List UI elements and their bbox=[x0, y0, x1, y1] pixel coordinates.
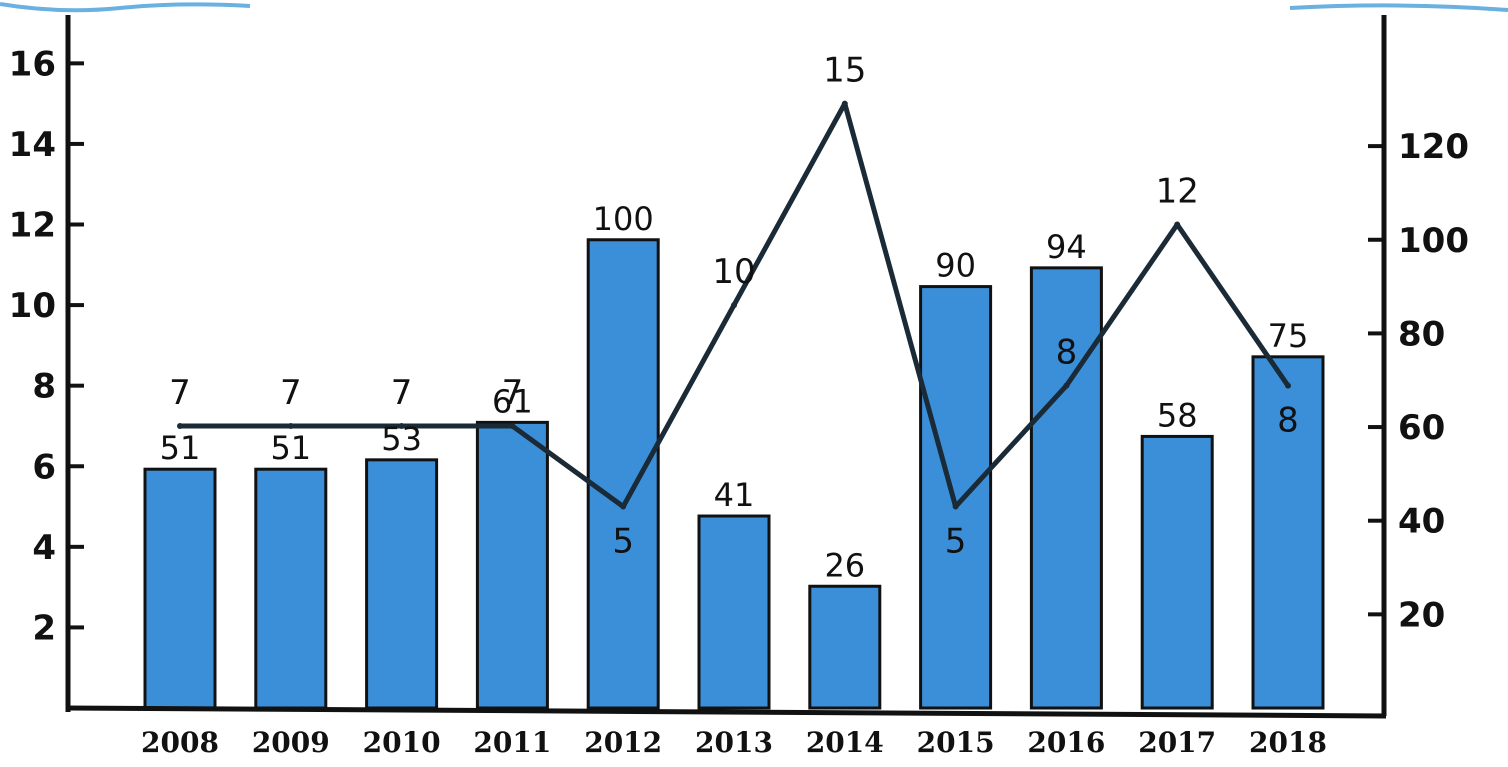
left-tick-label: 2 bbox=[32, 608, 56, 648]
x-axis bbox=[65, 705, 1387, 719]
bar-2010 bbox=[365, 458, 439, 710]
left-tick-label: 10 bbox=[9, 286, 56, 326]
x-tick-label: 2017 bbox=[1138, 726, 1216, 759]
line-value-label: 8 bbox=[1277, 401, 1299, 441]
bar-2016 bbox=[1029, 266, 1103, 710]
line-point-2015 bbox=[952, 503, 959, 510]
line-value-label: 7 bbox=[391, 373, 413, 413]
line-value-label: 10 bbox=[712, 252, 755, 292]
line-point-2012 bbox=[620, 503, 627, 510]
bar-2017 bbox=[1140, 434, 1214, 710]
bar-value-label: 53 bbox=[381, 420, 422, 458]
bar-2013 bbox=[697, 514, 771, 710]
line-point-2017 bbox=[1174, 221, 1181, 228]
bar-2009 bbox=[254, 467, 328, 710]
top-right-scribble bbox=[1289, 3, 1508, 12]
left-tick-label: 14 bbox=[9, 125, 56, 165]
left-tick-label: 4 bbox=[32, 528, 56, 568]
bar-value-label: 41 bbox=[714, 476, 755, 514]
bar-value-label: 51 bbox=[270, 429, 311, 467]
top-left-scribble bbox=[0, 2, 251, 13]
right-tick-label: 20 bbox=[1398, 595, 1445, 635]
line-value-label: 5 bbox=[945, 522, 967, 562]
right-tick-label: 60 bbox=[1398, 408, 1445, 448]
line-point-2010 bbox=[398, 422, 405, 429]
x-tick-label: 2018 bbox=[1249, 726, 1327, 759]
bar-value-label: 100 bbox=[593, 200, 654, 238]
line-point-2009 bbox=[287, 422, 294, 429]
left-tick-label: 16 bbox=[9, 44, 56, 84]
line-value-label: 7 bbox=[502, 373, 524, 413]
x-tick-label: 2009 bbox=[252, 726, 330, 759]
line-value-label: 5 bbox=[612, 522, 634, 562]
line-point-2018 bbox=[1285, 382, 1291, 389]
right-tick-label: 100 bbox=[1398, 221, 1469, 261]
bar-value-label: 58 bbox=[1157, 396, 1198, 434]
x-tick-label: 2015 bbox=[917, 726, 995, 759]
bar-value-label: 26 bbox=[824, 546, 865, 584]
x-tick-label: 2011 bbox=[473, 726, 551, 759]
line-point-2011 bbox=[509, 422, 516, 429]
right-tick-label: 40 bbox=[1398, 502, 1445, 542]
left-axis-ticks: 2 4 6 8 10 12 14 16 bbox=[9, 44, 84, 648]
bar-2011 bbox=[475, 420, 549, 710]
bar-2012 bbox=[586, 238, 660, 710]
axes bbox=[65, 15, 1387, 719]
bar-value-label: 51 bbox=[160, 429, 201, 467]
bar-2018 bbox=[1251, 355, 1325, 710]
bar-value-label: 94 bbox=[1046, 228, 1087, 266]
left-tick-label: 8 bbox=[32, 367, 56, 407]
bar-series bbox=[143, 238, 1325, 710]
x-tick-label: 2012 bbox=[584, 726, 662, 759]
bar-2008 bbox=[143, 467, 217, 710]
line-value-label: 7 bbox=[169, 373, 191, 413]
x-tick-label: 2010 bbox=[363, 726, 441, 759]
left-tick-label: 6 bbox=[32, 447, 56, 487]
x-tick-label: 2013 bbox=[695, 726, 773, 759]
top-decoration bbox=[0, 2, 1508, 13]
bar-value-label: 75 bbox=[1268, 317, 1309, 355]
category-labels: 2008 2009 2010 2011 2012 2013 2014 2015 2016 2017… bbox=[141, 726, 1327, 759]
bar-value-label: 90 bbox=[935, 247, 976, 285]
right-axis-ticks: 20 40 60 80 100 120 bbox=[1368, 127, 1469, 635]
x-tick-label: 2008 bbox=[141, 726, 219, 759]
bar-value-label: 61 bbox=[492, 382, 533, 420]
line-point-2016 bbox=[1063, 382, 1070, 389]
bar-2015 bbox=[919, 285, 993, 710]
line-value-label: 8 bbox=[1056, 333, 1078, 373]
x-tick-label: 2016 bbox=[1027, 726, 1105, 759]
right-tick-label: 80 bbox=[1398, 314, 1445, 354]
line-point-2008 bbox=[177, 422, 183, 429]
line-series bbox=[177, 100, 1291, 510]
line-value-label: 7 bbox=[280, 373, 302, 413]
line-value-label: 15 bbox=[823, 51, 866, 91]
line-point-2013 bbox=[731, 302, 737, 309]
right-tick-label: 120 bbox=[1398, 127, 1469, 167]
line-value-label: 12 bbox=[1156, 172, 1199, 212]
line-point-2014 bbox=[841, 100, 848, 107]
left-tick-label: 12 bbox=[9, 206, 56, 246]
bar-2014 bbox=[808, 584, 882, 710]
x-tick-label: 2014 bbox=[806, 726, 884, 759]
